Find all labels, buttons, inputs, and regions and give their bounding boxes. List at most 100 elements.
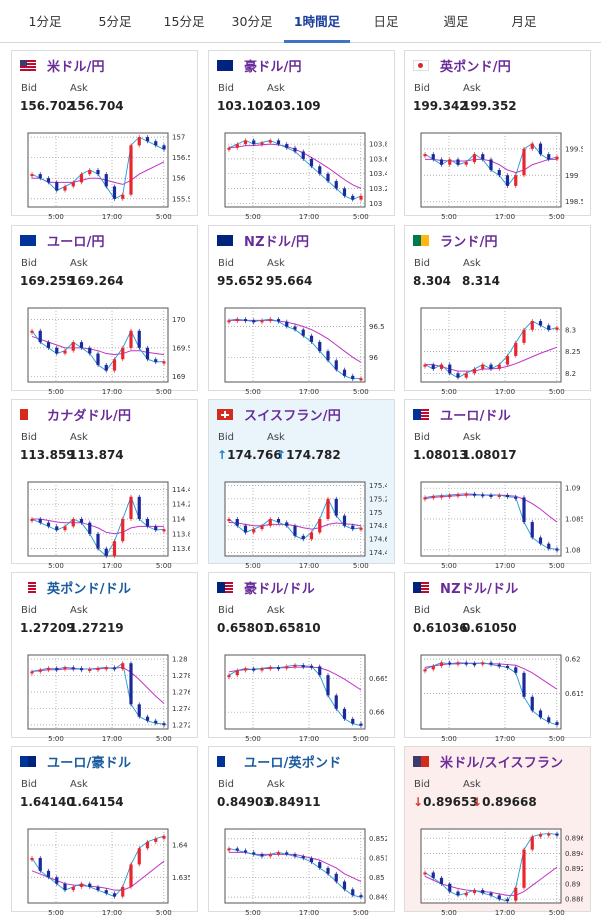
candle: [129, 330, 133, 348]
candle: [334, 873, 338, 882]
chart-svg: 5:00 17:00 5:00 1.28 1.278 1.276 1.274 1.272: [27, 654, 190, 743]
candle: [243, 140, 248, 145]
currency-flag-icon: [413, 582, 429, 593]
chart-svg: 5:00 17:00 5:00 0.62 0.615: [420, 654, 583, 743]
candle: [88, 170, 92, 175]
rate-card[interactable]: スイスフラン/円 Bid Ask ↑174.766 ↑174.782 5:00 17:00 5…: [208, 399, 395, 570]
candle: [104, 548, 108, 556]
ask-value: ↓0.89668: [472, 795, 537, 809]
candle: [268, 854, 272, 857]
bid-number: 0.84903: [217, 795, 272, 809]
x-tick-label: 5:00: [245, 213, 261, 221]
candle: [530, 143, 534, 149]
rate-card[interactable]: 米ドル/スイスフラン Bid Ask ↓0.89653 ↓0.89668 5:00 17:0…: [404, 746, 591, 917]
pair-name[interactable]: NZドル/円: [244, 235, 310, 250]
candle: [359, 895, 363, 898]
pair-name[interactable]: 英ポンド/ドル: [47, 582, 132, 597]
chart-frame: [27, 307, 169, 383]
currency-flag-icon: [413, 756, 429, 767]
candle: [63, 186, 67, 191]
pair-name[interactable]: 豪ドル/ドル: [244, 582, 315, 597]
chart-svg: 5:00 17:00 5:00 175.4 175.2 175 174.8 174.6 174.…: [224, 481, 387, 570]
pair-name[interactable]: ユーロ/豪ドル: [47, 756, 132, 771]
rate-chart: 5:00 17:00 5:00 114.4 114.2 114 113.8 113.6: [22, 478, 190, 578]
pair-name[interactable]: NZドル/ドル: [440, 582, 519, 597]
tab-4[interactable]: 30分足: [231, 14, 273, 29]
candle: [276, 519, 281, 523]
y-tick-label: 0.894: [565, 850, 583, 858]
y-tick-label: 8.2: [565, 370, 576, 378]
pair-name[interactable]: 米ドル/スイスフラン: [440, 756, 564, 771]
candle: [71, 182, 75, 187]
ask-label: Ask: [463, 432, 481, 443]
candle: [227, 848, 231, 851]
candle: [431, 364, 435, 369]
tab-2[interactable]: 5分足: [98, 14, 132, 29]
candle: [63, 667, 67, 670]
pair-name[interactable]: ユーロ/円: [47, 235, 105, 250]
chart-svg: 5:00 17:00 5:00 157 156.5 156 155.5: [27, 132, 190, 221]
candle: [342, 708, 347, 719]
currency-flag-icon: [217, 60, 233, 71]
bid-number: 1.27209: [20, 621, 75, 635]
rate-card[interactable]: ユーロ/ドル Bid Ask 1.08013 1.08017 5:00 17:00 5:00 1…: [404, 399, 591, 570]
candle: [268, 140, 272, 143]
rate-card[interactable]: 米ドル/円 Bid Ask 156.702 156.704 5:00 17:00 5:00 15…: [11, 50, 198, 221]
y-tick-label: 0.85: [369, 874, 385, 882]
rate-card[interactable]: ランド/円 Bid Ask 8.304 8.314 5:00 17:00 5:00 8.3 8.2…: [404, 225, 591, 396]
candle: [243, 850, 248, 853]
candle: [448, 883, 452, 892]
rate-card[interactable]: 豪ドル/ドル Bid Ask 0.65801 0.65810 5:00 17:00 5:00 0…: [208, 572, 395, 743]
rate-card[interactable]: ユーロ/英ポンド Bid Ask 0.84903 0.84911 5:00 17:00 5:0…: [208, 746, 395, 917]
pair-name[interactable]: ユーロ/英ポンド: [244, 756, 342, 771]
candle: [79, 519, 84, 523]
tab-1[interactable]: 1分足: [28, 14, 62, 29]
rate-card[interactable]: ユーロ/円 Bid Ask 169.259 169.264 5:00 17:00 5:00 17…: [11, 225, 198, 396]
rate-card[interactable]: NZドル/ドル Bid Ask 0.61036 0.61050 5:00 17:00 5:00…: [404, 572, 591, 743]
tab-8[interactable]: 月足: [511, 14, 537, 29]
rate-card[interactable]: 英ポンド/円 Bid Ask 199.342 199.352 5:00 17:00 5:00 1…: [404, 50, 591, 221]
bid-value: 1.27209: [20, 621, 75, 635]
pair-name[interactable]: 英ポンド/円: [440, 60, 511, 75]
pair-name[interactable]: ユーロ/ドル: [440, 409, 511, 424]
change-arrow-icon: ↓: [413, 795, 424, 809]
x-tick-label: 17:00: [495, 388, 515, 396]
candle: [326, 498, 330, 519]
pair-name[interactable]: 米ドル/円: [47, 60, 105, 75]
chart-frame: [224, 828, 366, 904]
tab-7[interactable]: 週足: [443, 14, 469, 29]
candle: [439, 159, 444, 165]
pair-name[interactable]: ランド/円: [440, 235, 498, 250]
change-arrow-icon: ↑: [217, 448, 228, 462]
candle: [285, 144, 289, 148]
candle: [145, 519, 150, 527]
candle: [351, 195, 355, 200]
rate-card[interactable]: NZドル/円 Bid Ask 95.652 95.664 5:00 17:00 5:00 96.…: [208, 225, 395, 396]
y-tick-label: 199.5: [565, 145, 583, 153]
bid-label: Bid: [414, 258, 430, 269]
tab-3[interactable]: 15分足: [163, 14, 205, 29]
rate-card[interactable]: カナダドル/円 Bid Ask 113.859 113.874 5:00 17:00 5:00…: [11, 399, 198, 570]
bid-value: 113.859: [20, 448, 75, 462]
candle: [522, 148, 526, 176]
pair-name[interactable]: スイスフラン/円: [244, 409, 341, 424]
rate-card[interactable]: 英ポンド/ドル Bid Ask 1.27209 1.27219 5:00 17:00 5:00…: [11, 572, 198, 743]
candle: [489, 159, 493, 170]
candle: [505, 355, 510, 365]
candle: [112, 359, 117, 371]
rate-card[interactable]: ユーロ/豪ドル Bid Ask 1.64140 1.64154 5:00 17:00 5:00…: [11, 746, 198, 917]
rate-card[interactable]: 豪ドル/円 Bid Ask 103.102 103.109 5:00 17:00 5:00 10…: [208, 50, 395, 221]
candle: [481, 662, 485, 665]
candle: [472, 154, 477, 163]
candle: [326, 867, 330, 874]
candle: [112, 186, 117, 199]
pair-name[interactable]: カナダドル/円: [47, 409, 132, 424]
bid-label: Bid: [218, 258, 234, 269]
chart-frame: [420, 654, 562, 730]
pair-name[interactable]: 豪ドル/円: [244, 60, 302, 75]
chart-frame: [420, 828, 562, 904]
tab-6[interactable]: 日足: [373, 14, 399, 29]
candle: [342, 881, 347, 890]
tab-5[interactable]: 1時間足: [284, 0, 350, 43]
ask-label: Ask: [463, 779, 481, 790]
